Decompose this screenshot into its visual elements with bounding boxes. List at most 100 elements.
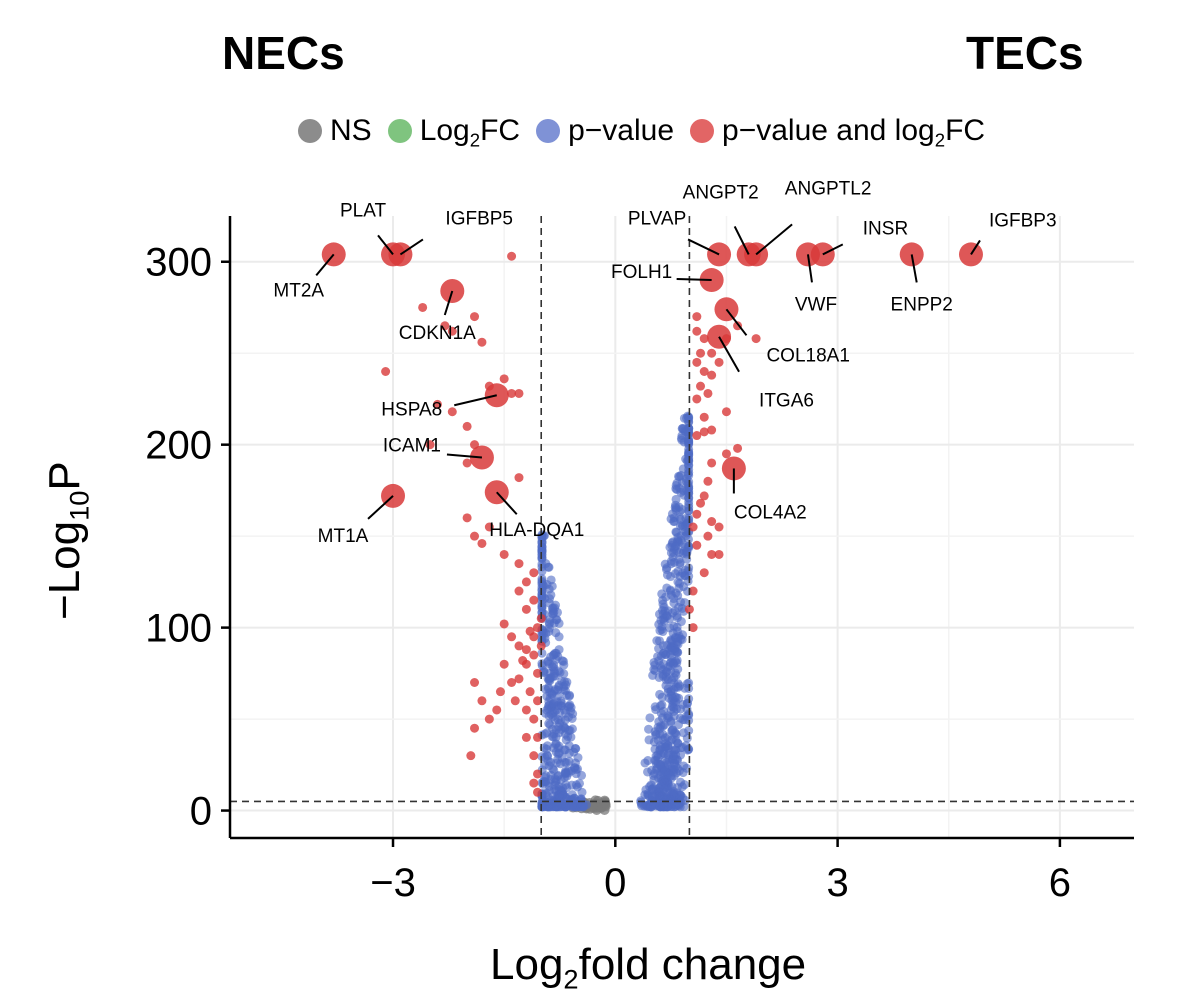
sig-point <box>721 407 731 417</box>
sig-point <box>703 531 713 541</box>
sig-point <box>733 443 743 453</box>
label-connector <box>970 239 981 255</box>
pvalue-point <box>549 765 559 775</box>
y-tick-label: 0 <box>190 790 212 834</box>
sig-point <box>462 458 472 468</box>
sig-point <box>529 778 539 788</box>
pvalue-point <box>677 603 687 613</box>
pvalue-point <box>565 690 575 700</box>
pvalue-point <box>668 788 678 798</box>
pvalue-point <box>551 628 561 638</box>
sig-point <box>707 458 717 468</box>
gene-label-igfbp3: IGFBP3 <box>989 210 1057 231</box>
sig-point <box>714 522 724 532</box>
pvalue-point <box>683 744 693 754</box>
x-tick-label: −3 <box>370 861 416 905</box>
legend-item-ns: NS <box>298 114 372 148</box>
legend-item-pvalue: p−value <box>536 114 674 148</box>
sig-point <box>495 687 505 697</box>
sig-point <box>703 388 713 398</box>
sig-point <box>707 549 717 559</box>
label-connector <box>806 254 813 283</box>
sig-point <box>418 302 428 312</box>
pvalue-point <box>680 780 690 790</box>
label-connector <box>496 491 518 515</box>
sig-point <box>462 513 472 523</box>
legend-label-ns: NS <box>330 114 372 147</box>
pvalue-point <box>659 784 669 794</box>
label-connector <box>367 495 394 520</box>
pvalue-point <box>537 579 547 589</box>
sig-point <box>525 687 535 697</box>
pvalue-point <box>657 692 667 702</box>
sig-point <box>507 632 517 642</box>
pvalue-point <box>550 648 560 658</box>
pvalue-point <box>674 554 684 564</box>
sig-point <box>529 632 539 642</box>
sig-point <box>714 549 724 559</box>
sig-point <box>507 678 517 687</box>
pvalue-point <box>676 531 686 541</box>
pvalue-point <box>564 756 574 766</box>
sig-point <box>477 538 487 548</box>
sig-point <box>499 659 509 669</box>
pvalue-point <box>659 778 669 788</box>
sig-point <box>533 623 543 633</box>
sig-point <box>533 696 543 706</box>
pvalue-point <box>549 618 559 628</box>
pvalue-point <box>664 755 674 765</box>
sig-point-labeled <box>707 242 732 267</box>
sig-point <box>699 491 709 501</box>
gene-label-angpt2: ANGPT2 <box>683 182 759 203</box>
pvalue-point <box>546 709 556 719</box>
pvalue-point <box>666 590 676 600</box>
sig-point <box>521 732 531 742</box>
pvalue-point <box>564 712 574 722</box>
sig-point <box>684 604 694 614</box>
sig-point <box>462 421 472 431</box>
sig-point <box>707 425 717 435</box>
pvalue-point <box>676 617 686 627</box>
sig-point <box>721 449 731 459</box>
sig-point <box>492 705 502 715</box>
pvalue-point <box>554 790 564 800</box>
legend-dot-pvalue <box>536 119 561 143</box>
pvalue-point <box>649 775 659 785</box>
gene-label-col4a2: COL4A2 <box>734 502 807 523</box>
sig-point <box>529 751 539 761</box>
label-connector <box>755 223 793 256</box>
pvalue-point <box>679 413 689 423</box>
sig-point <box>514 586 524 596</box>
sig-point <box>466 751 476 761</box>
sig-point-labeled <box>810 242 835 267</box>
pvalue-point <box>661 681 671 691</box>
pvalue-point <box>550 774 560 784</box>
pvalue-point <box>670 745 680 755</box>
sig-point <box>432 399 442 409</box>
pvalue-point <box>655 802 665 812</box>
sig-point <box>692 431 702 441</box>
pvalue-point <box>572 801 582 811</box>
pvalue-point <box>661 649 671 659</box>
sig-point <box>529 650 539 660</box>
gene-label-enpp2: ENPP2 <box>891 294 953 315</box>
sig-point <box>692 509 702 519</box>
pvalue-point <box>684 447 694 457</box>
sig-point <box>425 440 435 450</box>
sig-point <box>447 407 457 417</box>
pvalue-point <box>640 758 650 768</box>
pvalue-point <box>677 538 687 548</box>
sig-point <box>507 251 517 261</box>
sig-point <box>521 705 531 715</box>
pvalue-point <box>678 423 688 433</box>
pvalue-point <box>552 758 562 768</box>
pvalue-point <box>567 724 577 734</box>
pvalue-point <box>548 732 558 742</box>
pvalue-point <box>540 760 550 770</box>
pvalue-point <box>567 780 577 790</box>
pvalue-point <box>656 615 666 625</box>
legend-item-log2fc: Log2FC <box>387 114 520 149</box>
sig-point <box>484 522 494 532</box>
label-connector <box>443 290 454 316</box>
pvalue-point <box>658 595 668 605</box>
